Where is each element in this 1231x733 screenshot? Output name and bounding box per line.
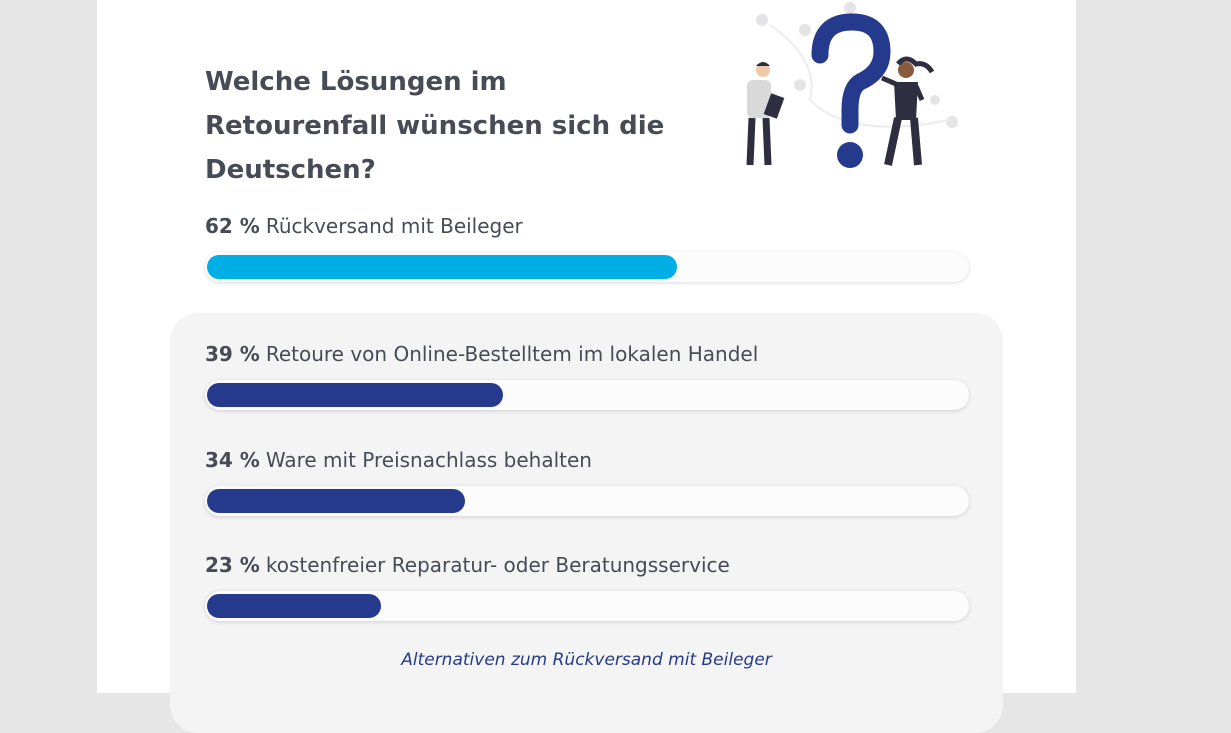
value-label: 23 % xyxy=(205,553,260,577)
bar xyxy=(207,594,382,618)
bar-track xyxy=(205,380,969,410)
category-label: Rückversand mit Beileger xyxy=(265,214,523,238)
bar xyxy=(207,255,677,279)
bar-track xyxy=(205,486,969,516)
caption: Alternativen zum Rückversand mit Beilege… xyxy=(401,650,772,670)
category-label: Retoure von Online-Bestelltem im lokalen… xyxy=(265,342,759,366)
alternatives-box xyxy=(170,313,1003,733)
bar-track xyxy=(205,252,969,282)
category-label: Ware mit Preisnachlass behalten xyxy=(265,448,592,472)
bar xyxy=(207,489,465,513)
chart-title: Welche Lösungen im Retourenfall wünschen… xyxy=(205,67,665,185)
illustration xyxy=(746,2,958,168)
category-label: kostenfreier Reparatur- oder Beratungsse… xyxy=(265,553,730,577)
bar-track xyxy=(205,591,969,621)
bar-label: 23 % kostenfreier Reparatur- oder Beratun… xyxy=(205,553,730,577)
bar xyxy=(207,383,503,407)
infographic: Welche Lösungen im Retourenfall wünschen… xyxy=(97,0,1076,733)
bar-label: 62 % Rückversand mit Beileger xyxy=(205,214,523,238)
value-label: 62 % xyxy=(205,214,260,238)
value-label: 34 % xyxy=(205,448,260,472)
bar-label: 39 % Retoure von Online-Bestelltem im lok… xyxy=(205,342,758,366)
bar-label: 34 % Ware mit Preisnachlass behalten xyxy=(205,448,592,472)
value-label: 39 % xyxy=(205,342,260,366)
